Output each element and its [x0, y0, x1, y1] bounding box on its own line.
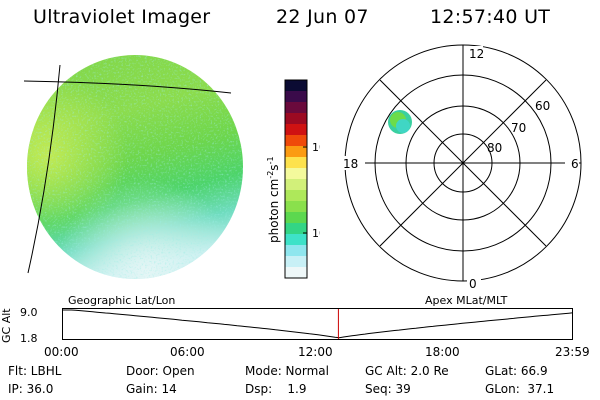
longitude-grid-line [27, 64, 61, 274]
altitude-axis-title: GC Alt [0, 308, 13, 343]
auroral-blob [388, 110, 412, 134]
colorbar-swatch [285, 113, 307, 125]
dsp-status: Dsp: 1.9 [245, 382, 307, 396]
colorbar-scale [285, 80, 307, 279]
auroral-image [23, 55, 243, 279]
lat-label-80: 80 [487, 141, 502, 155]
colorbar-swatch [285, 256, 307, 268]
time-tick-0600: 06:00 [170, 345, 205, 359]
image-time: 12:57:40 UT [430, 6, 551, 28]
alt-tick-min: 1.8 [20, 332, 38, 345]
mlt-label-18: 18 [343, 157, 358, 171]
colorbar-swatch [285, 146, 307, 158]
altitude-strip-chart [62, 308, 574, 340]
apex-caption: Apex MLat/MLT [425, 294, 508, 307]
lat-label-60: 60 [535, 99, 550, 113]
colorbar-swatch [285, 245, 307, 257]
alt-tick-max: 9.0 [20, 306, 38, 319]
mode-status: Mode: Normal [245, 364, 329, 378]
colorbar-swatch [285, 157, 307, 169]
colorbar-swatch [285, 201, 307, 213]
seq-status: Seq: 39 [365, 382, 411, 396]
colorbar-swatch [285, 124, 307, 136]
filter-status: Flt: LBHL [8, 364, 62, 378]
gc-alt-status: GC Alt: 2.0 Re [365, 364, 449, 378]
colorbar-swatch [285, 223, 307, 235]
instrument-title: Ultraviolet Imager [33, 6, 211, 28]
mlt-label-12: 12 [469, 47, 484, 61]
glat-status: GLat: 66.9 [485, 364, 548, 378]
mlt-label-6: 6 [571, 157, 579, 171]
colorbar-swatch [285, 234, 307, 246]
ip-status: IP: 36.0 [8, 382, 54, 396]
colorbar-swatch [285, 190, 307, 202]
time-tick-1800: 18:00 [425, 345, 460, 359]
colorbar-swatch [285, 102, 307, 114]
gain-status: Gain: 14 [126, 382, 177, 396]
colorbar-swatch [285, 80, 307, 92]
colorbar-tick-100: 100 [312, 141, 320, 154]
mlt-label-0: 0 [469, 277, 477, 291]
colorbar-swatch [285, 91, 307, 103]
colorbar-swatch [285, 179, 307, 191]
geographic-caption: Geographic Lat/Lon [68, 294, 176, 307]
colorbar-swatch [285, 168, 307, 180]
colorbar-tick-10: 10 [312, 227, 320, 240]
colorbar-swatch [285, 135, 307, 147]
door-status: Door: Open [126, 364, 195, 378]
time-tick-2359: 23:59 [555, 345, 590, 359]
lat-label-70: 70 [511, 121, 526, 135]
colorbar-swatch [285, 212, 307, 224]
time-tick-0000: 00:00 [44, 345, 79, 359]
altitude-curve [63, 309, 574, 339]
altitude-axis-title-wrap: GC Alt [0, 305, 14, 345]
colorbar: 100 10 photon cm-2s-1 [266, 79, 320, 279]
colorbar-unit-label: photon cm-2s-1 [266, 156, 281, 243]
glon-status: GLon: 37.1 [485, 382, 555, 396]
time-tick-1200: 12:00 [298, 345, 333, 359]
colorbar-swatch [285, 267, 307, 279]
latitude-grid-line [23, 80, 232, 94]
polar-plot: 12 6 0 18 60 70 80 [341, 44, 582, 291]
image-date: 22 Jun 07 [276, 6, 369, 28]
